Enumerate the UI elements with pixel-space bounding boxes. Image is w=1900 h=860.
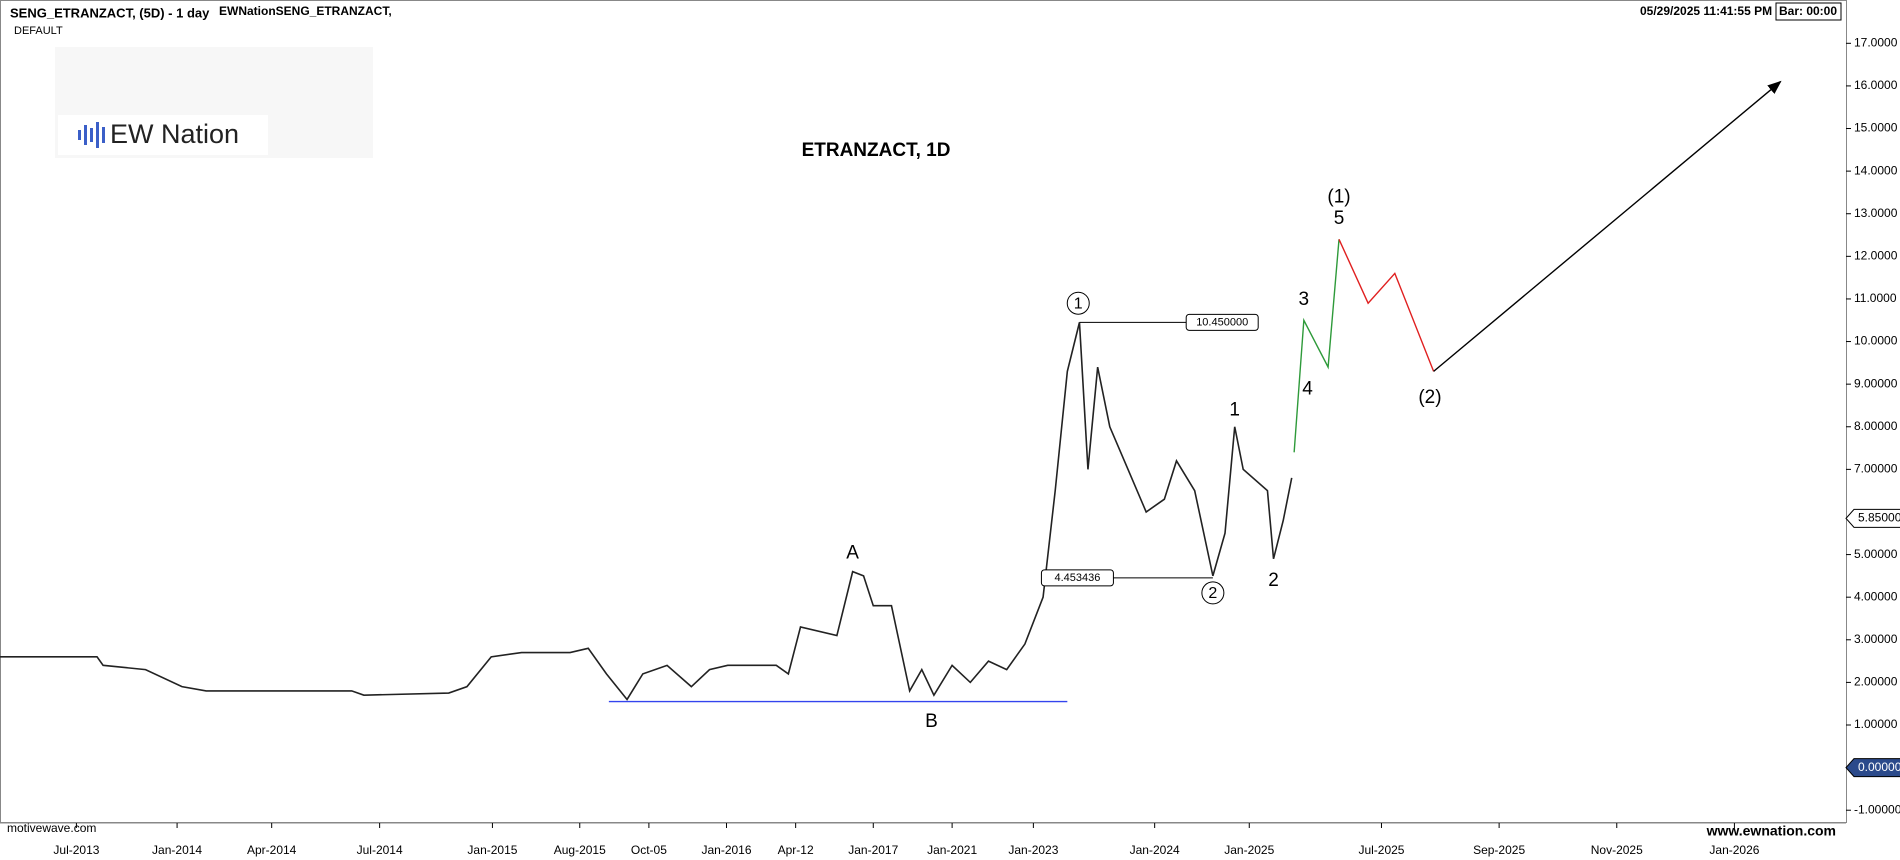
wave-label: 1: [1229, 400, 1240, 421]
y-tick-label: 13.0000: [1854, 206, 1898, 220]
x-tick-label: Jul-2025: [1358, 843, 1404, 857]
wave-label: B: [925, 711, 938, 732]
series-line: [0, 322, 1293, 701]
x-tick-label: Aug-2015: [554, 843, 606, 857]
y-tick-label: 15.0000: [1854, 121, 1898, 135]
y-tick-label: -1.00000: [1854, 802, 1900, 816]
y-tick-label: 10.0000: [1854, 334, 1898, 348]
y-tick-label: 17.0000: [1854, 35, 1898, 49]
x-tick-label: Jan-2023: [1008, 843, 1058, 857]
x-tick-label: Oct-05: [631, 843, 667, 857]
x-tick-label: Jul-2013: [53, 843, 99, 857]
price-marker: [1845, 758, 1900, 778]
wave-label: 1: [1074, 295, 1083, 312]
wave-label: 5: [1334, 208, 1345, 229]
x-tick-label: Jan-2014: [152, 843, 202, 857]
bar-timer: Bar: 00:00: [1779, 4, 1837, 18]
x-tick-label: Jul-2014: [357, 843, 403, 857]
wave-circle: [1201, 581, 1225, 605]
x-tick-label: Jan-2016: [701, 843, 751, 857]
price-box: [1185, 313, 1259, 331]
series-line: [1338, 239, 1435, 372]
logo-text: EW Nation: [110, 119, 239, 149]
wave-label: 2: [1268, 570, 1279, 591]
price-marker-label: 5.85000: [1858, 511, 1900, 525]
y-tick-label: 14.0000: [1854, 163, 1898, 177]
y-tick-label: 3.00000: [1854, 632, 1898, 646]
y-tick-label: 12.0000: [1854, 249, 1898, 263]
y-tick-label: 11.0000: [1854, 291, 1897, 305]
timestamp: 05/29/2025 11:41:55 PM: [1640, 4, 1772, 18]
price-marker-label: 0.00000: [1858, 760, 1900, 774]
source: EWNationSENG_ETRANZACT,: [219, 4, 392, 18]
wave-label: (2): [1418, 387, 1441, 408]
x-tick-label: Jan-2021: [927, 843, 977, 857]
y-tick-label: 7.00000: [1854, 462, 1898, 476]
x-tick-label: Jan-2026: [1709, 843, 1759, 857]
wave-label: (1): [1327, 187, 1350, 208]
footer-left: motivewave.com: [7, 821, 96, 835]
wave-label: 2: [1208, 585, 1217, 602]
wave-label: 3: [1299, 289, 1310, 310]
y-tick-label: 8.00000: [1854, 419, 1898, 433]
series-line: [1433, 80, 1782, 372]
y-tick-label: 9.00000: [1854, 376, 1898, 390]
y-tick-label: 4.00000: [1854, 589, 1898, 603]
x-tick-label: Sep-2025: [1473, 843, 1525, 857]
y-tick-label: 1.00000: [1854, 717, 1898, 731]
wave-label: 4: [1302, 378, 1313, 399]
bar-timer-box: [1775, 2, 1842, 21]
x-tick-label: Jan-2015: [467, 843, 517, 857]
series-line: [1293, 239, 1340, 453]
price-box-label: 10.450000: [1196, 316, 1248, 328]
wave-label: A: [846, 542, 859, 563]
price-marker: [1845, 508, 1900, 528]
y-tick-label: 5.00000: [1854, 547, 1898, 561]
y-tick-label: 2.00000: [1854, 675, 1898, 689]
template: DEFAULT: [14, 25, 63, 37]
x-tick-label: Nov-2025: [1591, 843, 1643, 857]
logo-icon: [78, 122, 105, 148]
symbol-title: SENG_ETRANZACT, (5D) - 1 day: [10, 5, 210, 20]
x-tick-label: Jan-2017: [848, 843, 898, 857]
y-tick-label: 16.0000: [1854, 78, 1898, 92]
price-box: [1040, 569, 1114, 587]
wave-circle: [1066, 291, 1090, 315]
x-tick-label: Jan-2024: [1130, 843, 1180, 857]
x-tick-label: Apr-2014: [247, 843, 297, 857]
chart-title: ETRANZACT, 1D: [802, 140, 951, 161]
footer-right: www.ewnation.com: [1706, 823, 1836, 839]
price-box-label: 4.453436: [1054, 572, 1100, 584]
x-tick-label: Jan-2025: [1224, 843, 1274, 857]
x-tick-label: Apr-12: [778, 843, 814, 857]
